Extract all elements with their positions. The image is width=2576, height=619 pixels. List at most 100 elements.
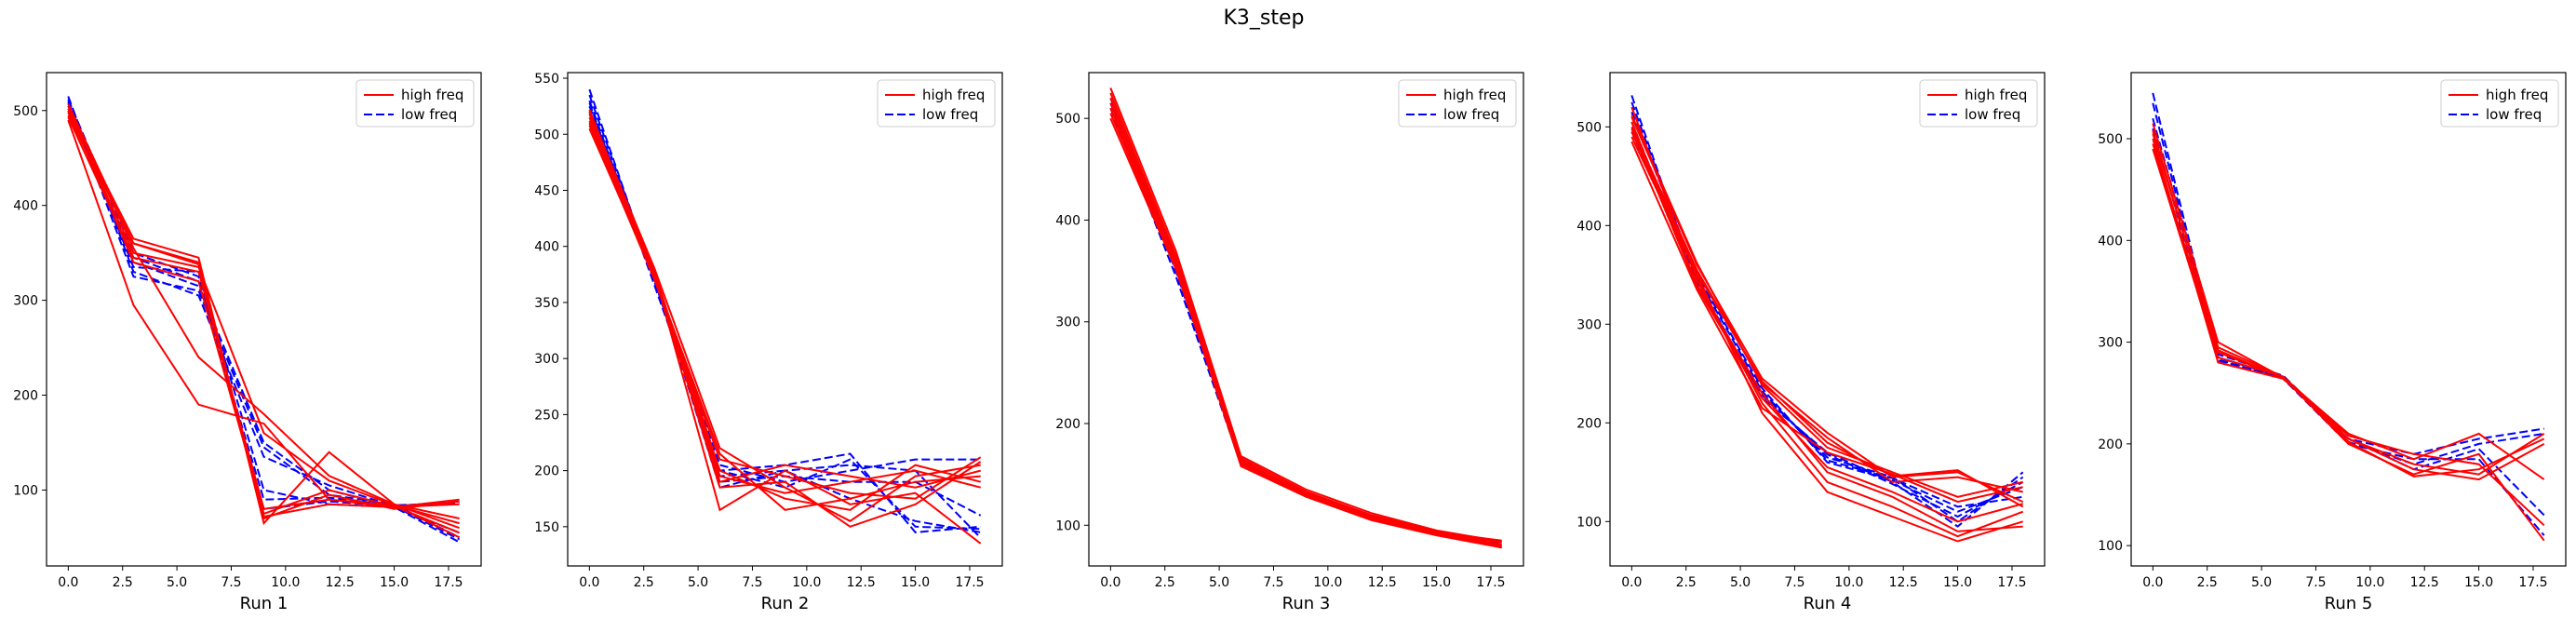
legend-label-low: low freq — [1443, 106, 1499, 123]
x-tick-label: 15.0 — [901, 575, 930, 590]
x-tick-label: 17.5 — [1997, 575, 2026, 590]
x-tick-label: 15.0 — [1422, 575, 1451, 590]
series-group — [1630, 95, 2024, 543]
x-tick-label: 5.0 — [1209, 575, 1229, 590]
series-line-high-11 — [1630, 128, 2023, 523]
series-line-high-7 — [1630, 126, 2023, 493]
series-line-high-12 — [588, 114, 981, 511]
x-tick-label: 2.5 — [1676, 575, 1697, 590]
x-tick-label: 12.5 — [1368, 575, 1397, 590]
x-tick-label: 10.0 — [1834, 575, 1863, 590]
x-tick-label: 0.0 — [1100, 575, 1120, 590]
legend-label-low: low freq — [2486, 106, 2542, 123]
y-tick-label: 500 — [13, 104, 38, 119]
y-tick-label: 300 — [1576, 317, 1602, 332]
series-line-high-7 — [1109, 102, 1502, 547]
series-line-high-6 — [1630, 116, 2024, 504]
x-tick-label: 12.5 — [2410, 575, 2439, 590]
legend-box — [877, 79, 996, 128]
y-tick-label: 200 — [13, 389, 38, 404]
x-tick-label: 7.5 — [1784, 575, 1805, 590]
series-line-low-1 — [1630, 95, 2024, 523]
axes-frame — [1088, 72, 1524, 567]
y-tick-label: 200 — [1055, 417, 1080, 432]
x-tick-label: 0.0 — [579, 575, 599, 590]
x-tick-label: 12.5 — [847, 575, 876, 590]
legend-label-high: high freq — [922, 87, 985, 103]
subplots: 0.0 2.5 5.0 7.5 10.0 12.5 15.0 17.5 100 200 300 400… — [13, 72, 2567, 613]
series-line-high-9 — [67, 119, 460, 508]
series-line-low-3 — [2152, 117, 2545, 517]
legend: high freq low freq — [877, 79, 996, 128]
x-tick-label: 15.0 — [1943, 575, 1972, 590]
subplot-1: 0.0 2.5 5.0 7.5 10.0 12.5 15.0 17.5 100 200 300 400… — [13, 72, 482, 613]
series-group — [67, 96, 461, 544]
x-tick-label: 17.5 — [1476, 575, 1505, 590]
x-tick-label: 10.0 — [1313, 575, 1342, 590]
series-line-low-5 — [1630, 131, 2023, 508]
legend-box — [2440, 79, 2559, 128]
series-line-high-8 — [588, 116, 982, 545]
legend-box — [1919, 79, 2038, 128]
x-tick-label: 5.0 — [1730, 575, 1751, 590]
x-tick-label: 5.0 — [167, 575, 187, 590]
series-line-high-12 — [67, 108, 460, 534]
y-tick-label: 100 — [13, 483, 38, 498]
x-tick-label: 2.5 — [634, 575, 654, 590]
y-tick-label: 200 — [1576, 416, 1602, 431]
series-line-low-1 — [1109, 97, 1502, 547]
x-axis-label: Run 1 — [240, 594, 288, 613]
series-line-high-7 — [67, 110, 460, 530]
x-tick-label: 0.0 — [1621, 575, 1642, 590]
series-line-high-6 — [2152, 133, 2545, 476]
x-tick-label: 15.0 — [380, 575, 409, 590]
x-tick-label: 12.5 — [326, 575, 355, 590]
x-tick-label: 15.0 — [2464, 575, 2493, 590]
series-line-low-1 — [2152, 92, 2544, 455]
legend-label-low: low freq — [401, 106, 457, 123]
series-line-high-9 — [2152, 148, 2545, 527]
subplot-2: 0.0 2.5 5.0 7.5 10.0 12.5 15.0 17.5 150 200 250 300… — [534, 72, 1003, 613]
series-line-high-9 — [1109, 113, 1502, 549]
series-group — [1109, 87, 1502, 549]
series-line-high-12 — [1630, 141, 2023, 504]
series-line-low-4 — [67, 110, 460, 506]
y-tick-label: 400 — [2098, 234, 2123, 249]
series-line-high-10 — [1630, 121, 2023, 532]
series-line-low-1 — [67, 96, 461, 541]
y-tick-label: 450 — [534, 183, 559, 198]
y-tick-label: 300 — [1055, 316, 1080, 330]
axes-frame — [1609, 72, 2046, 567]
x-tick-label: 10.0 — [2355, 575, 2384, 590]
x-tick-label: 17.5 — [2518, 575, 2547, 590]
legend: high freq low freq — [1919, 79, 2038, 128]
y-tick-label: 300 — [2098, 336, 2123, 351]
y-tick-label: 350 — [534, 296, 559, 311]
subplot-5: 0.0 2.5 5.0 7.5 10.0 12.5 15.0 17.5 100 200 300 400… — [2098, 72, 2567, 613]
legend-label-low: low freq — [1965, 106, 2020, 123]
figure-title: K3_step — [1223, 7, 1304, 30]
series-line-low-2 — [1109, 102, 1502, 549]
y-tick-label: 500 — [1055, 112, 1080, 127]
y-tick-label: 100 — [1576, 515, 1602, 530]
series-line-low-5 — [588, 111, 982, 539]
axes-frame — [567, 72, 1003, 567]
series-line-high-14 — [1630, 131, 2024, 508]
x-axis-label: Run 5 — [2325, 594, 2373, 613]
series-line-high-8 — [1109, 107, 1502, 548]
series-line-high-9 — [588, 122, 981, 511]
series-line-high-9 — [1630, 106, 2024, 538]
series-line-low-2 — [2152, 102, 2544, 465]
y-tick-label: 100 — [2098, 539, 2123, 554]
legend-label-high: high freq — [1965, 87, 2027, 103]
x-tick-label: 5.0 — [2251, 575, 2272, 590]
legend-label-high: high freq — [1443, 87, 1506, 103]
x-tick-label: 17.5 — [955, 575, 984, 590]
x-tick-label: 7.5 — [2305, 575, 2326, 590]
series-line-high-14 — [588, 109, 981, 494]
series-line-low-3 — [67, 105, 460, 534]
series-line-low-2 — [67, 101, 461, 539]
legend: high freq low freq — [2440, 79, 2559, 128]
legend-label-low: low freq — [922, 106, 978, 123]
